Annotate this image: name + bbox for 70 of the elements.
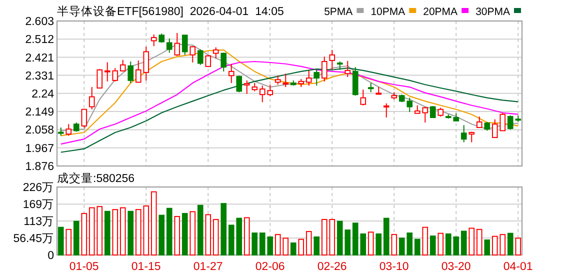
legend-label: 10PMA (370, 6, 406, 18)
x-tick-label: 01-15 (131, 261, 161, 273)
bar (66, 228, 72, 256)
bar (368, 232, 374, 256)
x-tick-label: 03-20 (441, 261, 471, 273)
line-series (60, 68, 519, 153)
y-tick-label: 2.149 (25, 106, 54, 119)
bar (158, 214, 165, 256)
bar (438, 232, 444, 256)
y-tick-label: 2.603 (25, 16, 54, 28)
bar (484, 239, 490, 256)
bar (290, 242, 296, 256)
x-tick-label: 01-05 (69, 261, 99, 273)
bar (197, 204, 204, 256)
y-tick-label: 0 (48, 250, 54, 262)
bar (515, 238, 522, 256)
bar (182, 212, 188, 256)
bar (220, 203, 227, 256)
bar (314, 236, 320, 256)
candlestick (329, 49, 336, 70)
bar (244, 217, 250, 256)
x-tick-label: 02-26 (317, 261, 347, 273)
bar (298, 238, 304, 256)
bar (306, 231, 312, 256)
y-tick-label: 169万 (22, 198, 54, 212)
bar (150, 191, 157, 256)
bar (376, 233, 382, 256)
bar (391, 234, 398, 256)
y-tick-label: 2.421 (25, 52, 54, 64)
bar (460, 230, 467, 256)
y-tick-label: 226万 (22, 181, 54, 194)
chart-title: 成交量:580256 (57, 171, 135, 185)
x-tick-label: 03-10 (379, 261, 409, 273)
y-tick-label: 1.967 (25, 142, 54, 155)
bar (476, 228, 482, 256)
y-tick-label: 2.331 (25, 70, 54, 82)
x-tick-label: 01-27 (193, 261, 223, 273)
bar (383, 218, 390, 256)
y-tick-label: 1.876 (25, 161, 54, 173)
bar (212, 218, 219, 256)
bar (58, 226, 64, 256)
y-tick-label: 2.24 (32, 88, 55, 100)
bar (507, 232, 514, 256)
bar (430, 236, 436, 256)
bar (190, 211, 196, 256)
candlestick (228, 63, 234, 84)
bar (73, 220, 80, 256)
bar (252, 232, 258, 256)
chart-title: 半导体设备ETF[561980] 2026-04-01 14:05 (57, 5, 284, 18)
x-tick-label: 04-01 (503, 261, 533, 273)
x-tick-label: 02-06 (255, 261, 285, 273)
bar (112, 209, 118, 256)
bar (468, 228, 475, 256)
bar (174, 216, 180, 256)
bar (166, 208, 172, 256)
candlestick (460, 124, 467, 143)
legend-label: 20PMA (423, 6, 458, 18)
bar (422, 226, 428, 256)
y-tick-label: 2.058 (25, 124, 54, 137)
bar (128, 210, 134, 256)
bar (81, 212, 88, 256)
bar (120, 207, 126, 256)
bar (205, 214, 212, 256)
y-tick-label: 2.512 (25, 34, 54, 46)
y-tick-label: 113万 (24, 215, 54, 228)
legend-label: 30PMA (476, 6, 510, 18)
bar (414, 238, 420, 256)
legend-label: 5PMA (324, 6, 353, 18)
y-tick-label: 56.45万 (13, 232, 54, 246)
bar (104, 210, 110, 256)
